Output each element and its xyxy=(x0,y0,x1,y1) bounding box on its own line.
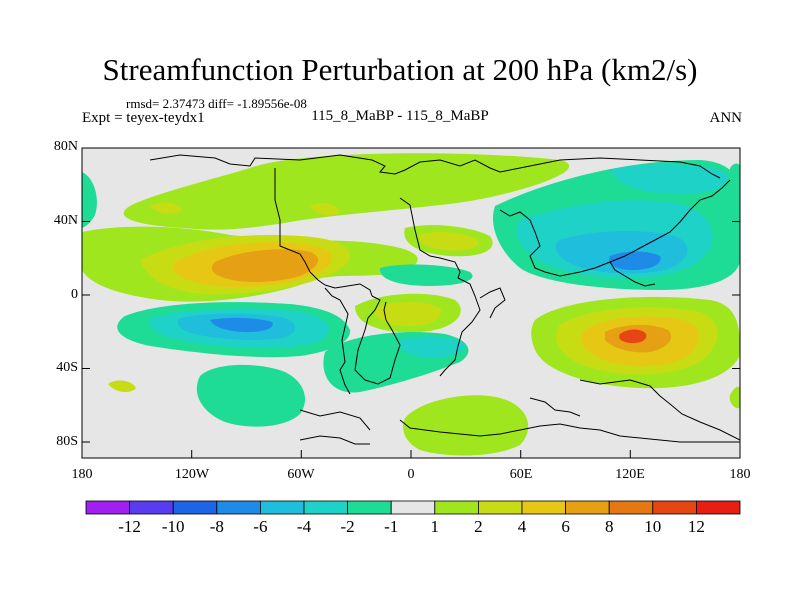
coastlines xyxy=(149,154,740,445)
contour-region xyxy=(196,364,305,427)
colorbar xyxy=(85,500,741,515)
contour-field xyxy=(82,148,740,458)
x-tick-label: 120E xyxy=(615,467,645,482)
colorbar-box xyxy=(565,500,610,515)
colorbar-box xyxy=(303,500,348,515)
colorbar-box xyxy=(172,500,218,515)
y-tick-label: 80S xyxy=(56,434,78,449)
colorbar-label: 2 xyxy=(474,517,483,536)
contour-region xyxy=(123,153,570,230)
y-tick-label: 0 xyxy=(71,287,78,302)
contour-region xyxy=(310,203,340,216)
colorbar-box xyxy=(477,500,523,515)
contour-region xyxy=(379,264,473,286)
colorbar-box xyxy=(521,500,566,515)
colorbar-box xyxy=(696,500,741,515)
contour-region xyxy=(609,251,661,270)
colorbar-label: 10 xyxy=(644,517,662,536)
colorbar-box xyxy=(347,500,392,515)
contour-region xyxy=(150,202,182,214)
colorbar-label: -4 xyxy=(296,517,312,536)
colorbar-label: -6 xyxy=(253,517,268,536)
season-label: ANN xyxy=(709,110,743,126)
x-tick-label: 120W xyxy=(174,467,210,482)
case-label: 115_8_MaBP - 115_8_MaBP xyxy=(311,108,489,124)
colorbar-label: -10 xyxy=(161,517,185,536)
rmsd-diff-stats: rmsd= 2.37473 diff= -1.89556e-08 xyxy=(126,96,307,111)
colorbar-label: 6 xyxy=(561,517,570,536)
contour-region xyxy=(619,329,647,344)
axis-ticks xyxy=(81,147,741,458)
colorbar-box xyxy=(608,500,654,515)
colorbar-box xyxy=(652,500,697,515)
x-tick-label: 60W xyxy=(287,467,315,482)
colorbar-box xyxy=(390,500,436,515)
colorbar-label: 1 xyxy=(430,517,440,536)
colorbar-box xyxy=(129,500,174,515)
colorbar-box xyxy=(216,500,261,515)
contour-region xyxy=(729,163,740,196)
y-tick-label: 40S xyxy=(56,360,78,375)
contour-region xyxy=(403,395,529,456)
colorbar-label: -12 xyxy=(118,517,141,536)
colorbar-box xyxy=(85,500,130,515)
contour-region xyxy=(374,302,441,326)
contour-region xyxy=(210,317,273,332)
colorbar-label: 12 xyxy=(687,517,705,536)
y-tick-label: 80N xyxy=(53,139,78,154)
contour-region xyxy=(729,386,740,409)
contour-region xyxy=(418,232,479,251)
colorbar-box xyxy=(434,500,479,515)
x-tick-label: 180 xyxy=(71,467,93,482)
plot-title: Streamfunction Perturbation at 200 hPa (… xyxy=(102,52,698,87)
colorbar-box xyxy=(259,500,305,515)
contour-region xyxy=(82,172,97,228)
colorbar-label: -1 xyxy=(384,517,399,536)
colorbar-label: 4 xyxy=(517,517,527,536)
colorbar-label: 8 xyxy=(604,517,614,536)
colorbar-label: -8 xyxy=(209,517,224,536)
x-tick-label: 0 xyxy=(407,467,415,482)
contour-region xyxy=(108,380,136,393)
x-tick-label: 180 xyxy=(729,467,751,482)
experiment-label: Expt = teyex-teydx1 xyxy=(82,110,205,126)
y-tick-label: 40N xyxy=(53,213,78,228)
contour-region xyxy=(211,249,319,283)
colorbar-label: -2 xyxy=(340,517,355,536)
contour-region xyxy=(610,164,729,195)
x-tick-label: 60E xyxy=(509,467,533,482)
contour-region xyxy=(399,336,466,358)
